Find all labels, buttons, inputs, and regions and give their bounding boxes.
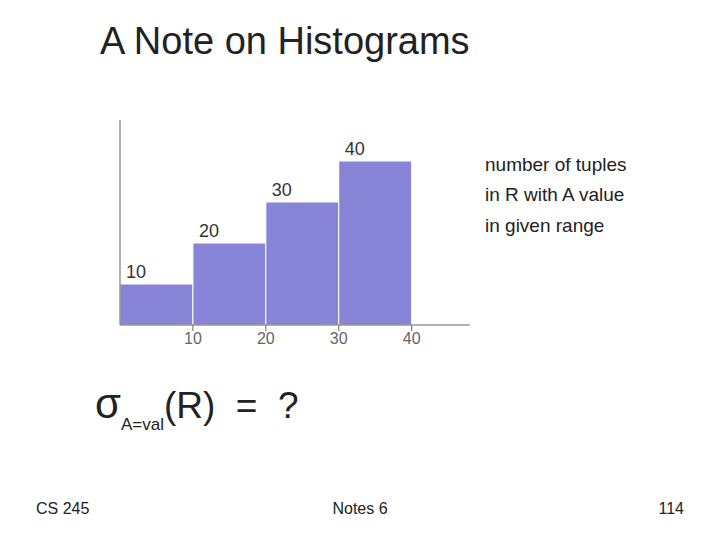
html-text:114: 114	[658, 500, 684, 517]
html-text:A Note on Histograms: A Note on Histograms	[100, 20, 470, 62]
html-text:(R) = ?: (R) = ?	[163, 385, 299, 426]
svg-text:40: 40	[345, 139, 365, 159]
svg-text:20: 20	[257, 330, 275, 347]
html-text:CS 245: CS 245	[36, 500, 90, 517]
html-text:σ: σ	[95, 380, 121, 427]
html-text:A=val: A=val	[120, 415, 164, 434]
html-text:number of tuples in R with A v: number of tuples in R with A value in gi…	[485, 154, 627, 236]
svg-text:20: 20	[199, 221, 219, 241]
svg-text:10: 10	[184, 330, 202, 347]
svg-text:40: 40	[403, 330, 421, 347]
svg-text:30: 30	[272, 180, 292, 200]
svg-text:30: 30	[330, 330, 348, 347]
svg-text:10: 10	[126, 262, 146, 282]
html-text:Notes 6: Notes 6	[332, 500, 388, 517]
